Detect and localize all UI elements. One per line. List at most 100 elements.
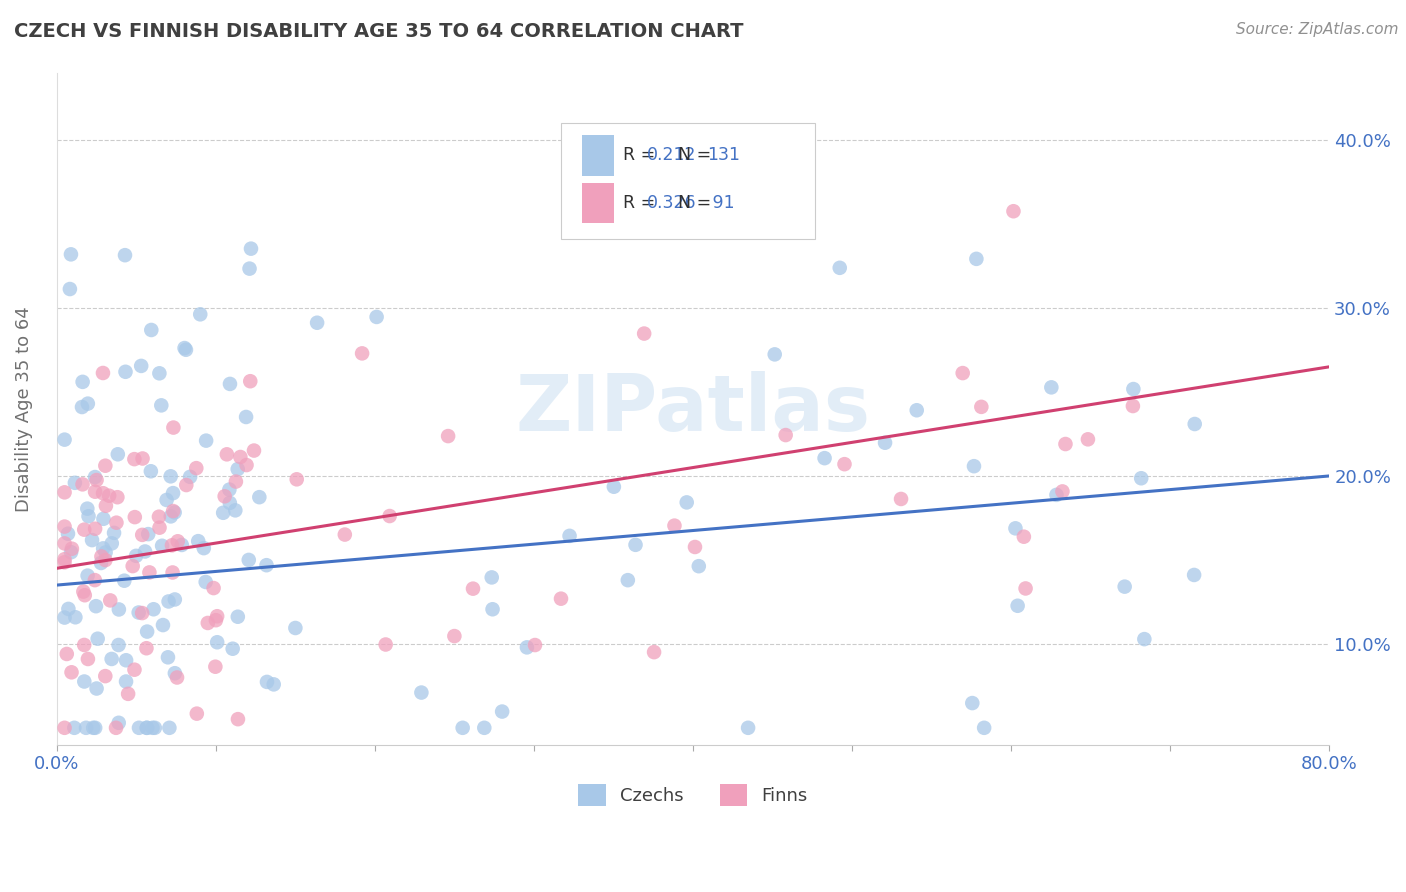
Point	[174, 343, 197, 357]
Point	[73, 588, 96, 602]
Point	[173, 341, 195, 355]
Point	[128, 721, 150, 735]
Point	[481, 570, 503, 584]
Point	[675, 495, 697, 509]
Point	[101, 536, 124, 550]
Text: 0.212: 0.212	[647, 146, 696, 164]
Point	[1122, 382, 1144, 396]
Point	[159, 509, 181, 524]
Point	[226, 712, 249, 726]
Point	[516, 640, 538, 655]
Text: N =: N =	[678, 194, 717, 212]
Point	[84, 721, 107, 735]
Point	[94, 553, 117, 567]
Point	[284, 621, 307, 635]
Point	[150, 539, 173, 553]
Point	[263, 677, 285, 691]
Text: CZECH VS FINNISH DISABILITY AGE 35 TO 64 CORRELATION CHART: CZECH VS FINNISH DISABILITY AGE 35 TO 64…	[14, 22, 744, 41]
Point	[84, 484, 107, 499]
Point	[221, 641, 243, 656]
Point	[82, 721, 104, 735]
Point	[73, 638, 96, 652]
Legend: Czechs, Finns: Czechs, Finns	[571, 776, 814, 813]
Point	[56, 526, 79, 541]
Point	[107, 447, 129, 461]
Point	[633, 326, 655, 341]
Point	[617, 573, 640, 587]
Point	[176, 478, 198, 492]
Point	[148, 367, 170, 381]
Point	[558, 529, 581, 543]
Point	[1040, 380, 1063, 394]
Point	[163, 592, 186, 607]
Point	[60, 545, 83, 559]
Point	[378, 509, 401, 524]
Point	[193, 541, 215, 555]
Point	[75, 721, 97, 735]
Point	[53, 433, 76, 447]
Point	[76, 568, 98, 582]
Point	[76, 501, 98, 516]
Point	[238, 261, 260, 276]
Point	[973, 721, 995, 735]
Point	[366, 310, 388, 324]
Point	[148, 509, 170, 524]
Point	[235, 458, 257, 472]
Point	[1114, 580, 1136, 594]
Point	[59, 247, 82, 261]
Point	[84, 599, 107, 614]
Point	[98, 489, 121, 503]
Text: 0.326: 0.326	[647, 194, 697, 212]
Point	[135, 721, 157, 735]
Point	[437, 429, 460, 443]
Point	[98, 593, 121, 607]
Point	[224, 503, 246, 517]
Point	[125, 549, 148, 563]
Point	[84, 522, 107, 536]
Point	[813, 451, 835, 466]
Point	[77, 509, 100, 524]
Point	[1133, 632, 1156, 646]
Point	[136, 624, 159, 639]
Point	[905, 403, 928, 417]
Point	[828, 260, 851, 275]
Point	[105, 490, 128, 504]
Point	[963, 459, 986, 474]
Point	[243, 443, 266, 458]
Point	[238, 553, 260, 567]
Point	[157, 594, 180, 608]
Point	[53, 610, 76, 624]
Point	[77, 652, 100, 666]
Point	[138, 566, 160, 580]
Point	[443, 629, 465, 643]
Point	[240, 242, 263, 256]
Text: 91: 91	[707, 194, 735, 212]
Point	[179, 470, 201, 484]
Point	[737, 721, 759, 735]
Point	[156, 650, 179, 665]
Point	[90, 556, 112, 570]
Point	[1182, 568, 1205, 582]
Point	[952, 366, 974, 380]
Point	[664, 518, 686, 533]
Point	[73, 523, 96, 537]
Point	[226, 609, 249, 624]
Point	[965, 252, 987, 266]
Point	[187, 534, 209, 549]
Point	[461, 582, 484, 596]
Point	[256, 674, 278, 689]
Point	[91, 366, 114, 380]
Point	[333, 527, 356, 541]
Point	[152, 618, 174, 632]
Point	[139, 464, 162, 478]
Point	[215, 447, 238, 461]
Point	[124, 452, 146, 467]
Point	[72, 584, 94, 599]
Point	[159, 469, 181, 483]
Point	[84, 470, 107, 484]
Point	[157, 721, 180, 735]
Point	[53, 555, 76, 569]
Point	[763, 347, 786, 361]
Point	[1004, 521, 1026, 535]
Point	[188, 307, 211, 321]
